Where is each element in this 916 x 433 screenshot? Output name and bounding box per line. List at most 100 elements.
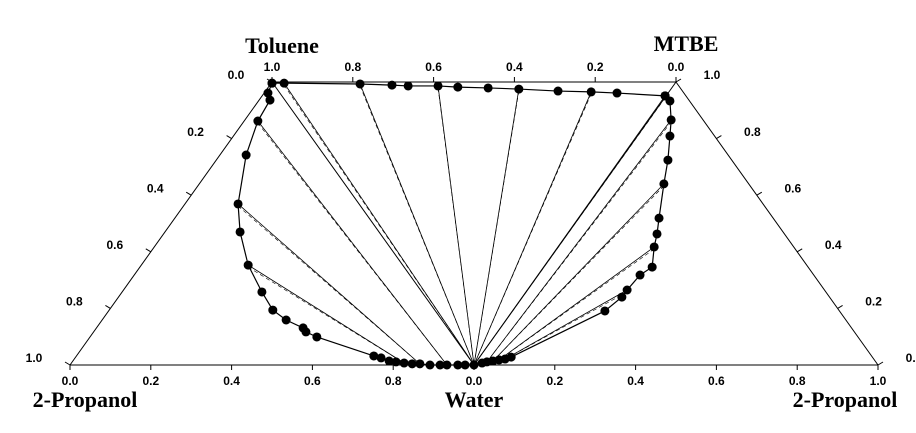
tie-line	[247, 264, 405, 364]
tick-label: 0.4	[506, 60, 523, 74]
data-point	[652, 229, 662, 239]
data-point	[612, 88, 622, 98]
tick-label: 0.4	[627, 374, 644, 388]
data-point	[391, 357, 401, 367]
data-point	[647, 262, 657, 272]
tie-line-calc	[492, 185, 665, 362]
tick-mark	[226, 135, 232, 140]
data-point	[654, 213, 664, 223]
tick-label: 0.8	[744, 125, 761, 139]
tie-line-calc	[473, 93, 592, 366]
tie-line	[498, 246, 655, 361]
triangle-edge	[271, 81, 475, 366]
tick-label: 0.2	[587, 60, 604, 74]
data-point	[453, 360, 463, 370]
triangle-edge	[675, 81, 879, 366]
tie-line-calc	[257, 122, 448, 366]
data-point	[483, 83, 493, 93]
tick-label: 0.4	[147, 181, 164, 195]
tick-mark	[716, 135, 722, 140]
data-point	[387, 80, 397, 90]
data-point	[415, 359, 425, 369]
tie-line	[437, 85, 475, 366]
data-point	[666, 115, 676, 125]
tick-label: 1.0	[704, 68, 721, 82]
data-point	[312, 332, 322, 342]
tick-label: 0.0	[466, 374, 483, 388]
tick-label: 0.4	[825, 238, 842, 252]
data-point	[253, 116, 263, 126]
tick-mark	[877, 361, 884, 366]
vertex-label: MTBE	[654, 31, 719, 56]
tie-line-calc	[498, 248, 655, 361]
tie-line	[504, 289, 628, 360]
data-point	[243, 260, 253, 270]
tie-line	[359, 83, 475, 366]
tie-line-calc	[486, 121, 672, 363]
tick-mark	[145, 248, 152, 253]
tie-line-calc	[504, 291, 628, 360]
vertex-label: 2-Propanol	[33, 387, 138, 412]
data-point	[663, 155, 673, 165]
tick-label: 0.6	[425, 60, 442, 74]
tick-label: 0.2	[142, 374, 159, 388]
data-point	[553, 86, 563, 96]
data-point	[267, 78, 277, 88]
tick-label: 0.6	[304, 374, 321, 388]
tick-mark	[185, 191, 192, 196]
data-point	[514, 84, 524, 94]
data-point	[469, 360, 479, 370]
tick-label: 0.8	[344, 60, 361, 74]
tick-mark	[64, 361, 71, 366]
data-point	[665, 96, 675, 106]
data-point	[659, 179, 669, 189]
data-point	[241, 150, 251, 160]
tick-label: 0.0	[906, 351, 916, 365]
tick-label: 1.0	[26, 351, 43, 365]
tie-line-calc	[283, 84, 475, 366]
data-point	[453, 82, 463, 92]
tick-mark	[756, 191, 763, 196]
tie-line	[237, 203, 421, 365]
vertex-label: Water	[445, 387, 504, 412]
tick-label: 0.4	[223, 374, 240, 388]
tie-line-calc	[473, 97, 666, 366]
tie-line	[473, 95, 666, 366]
data-point	[649, 242, 659, 252]
tick-label: 0.8	[385, 374, 402, 388]
tie-line	[486, 119, 672, 363]
tie-line-calc	[359, 85, 475, 366]
tick-label: 0.6	[708, 374, 725, 388]
data-point	[622, 285, 632, 295]
vertex-label: 2-Propanol	[793, 387, 898, 412]
data-point	[635, 270, 645, 280]
data-point	[407, 359, 417, 369]
binodal-curve	[237, 82, 474, 366]
data-point	[235, 227, 245, 237]
data-point	[268, 305, 278, 315]
triangle-edge	[69, 81, 273, 366]
tick-label: 0.2	[546, 374, 563, 388]
binodal-curve	[481, 95, 672, 364]
data-point	[442, 360, 452, 370]
data-point	[257, 287, 267, 297]
binodal-curve	[272, 82, 666, 97]
data-point	[384, 356, 394, 366]
data-point	[265, 95, 275, 105]
tick-label: 0.8	[66, 295, 83, 309]
data-point	[617, 292, 627, 302]
data-point	[301, 327, 311, 337]
tie-line	[473, 91, 592, 366]
data-point	[403, 81, 413, 91]
vertex-label: Toluene	[245, 33, 319, 58]
tick-label: 0.2	[865, 295, 882, 309]
tick-mark	[837, 304, 843, 309]
tick-mark	[675, 78, 682, 83]
tie-line-calc	[437, 87, 475, 366]
data-point	[433, 81, 443, 91]
tie-line-calc	[248, 266, 405, 364]
data-point	[460, 360, 470, 370]
data-point	[281, 315, 291, 325]
